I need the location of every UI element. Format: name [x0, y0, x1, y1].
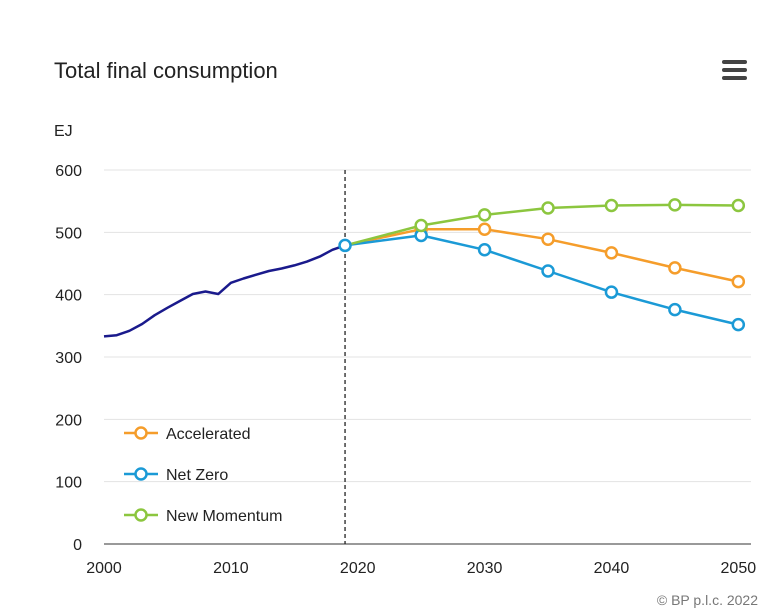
legend-marker: [134, 467, 148, 481]
data-point-accelerated[interactable]: [604, 246, 619, 260]
x-tick-label: 2020: [340, 560, 376, 577]
data-point-net-zero[interactable]: [731, 317, 746, 332]
y-tick-label: 600: [55, 163, 82, 180]
x-tick-label: 2050: [721, 560, 757, 577]
legend-label: Accelerated: [166, 426, 251, 443]
y-axis-label: EJ: [54, 123, 73, 140]
hamburger-menu-icon[interactable]: [722, 60, 748, 82]
y-tick-label: 300: [55, 350, 82, 367]
data-point-accelerated[interactable]: [477, 222, 492, 236]
legend-marker: [134, 508, 148, 522]
data-point-accelerated[interactable]: [668, 261, 682, 275]
data-point-net-zero[interactable]: [668, 302, 682, 317]
data-point-net-zero[interactable]: [338, 238, 352, 253]
legend-item-accelerated[interactable]: Accelerated: [124, 426, 251, 443]
y-tick-label: 200: [55, 412, 82, 429]
legend-item-net-zero[interactable]: Net Zero: [124, 467, 228, 484]
x-tick-label: 2030: [467, 560, 503, 577]
data-point-net-zero[interactable]: [477, 243, 492, 257]
data-point-new-momentum[interactable]: [668, 198, 682, 212]
y-tick-label: 100: [55, 475, 82, 492]
data-point-net-zero[interactable]: [604, 285, 619, 299]
data-point-new-momentum[interactable]: [731, 198, 746, 213]
legend-label: New Momentum: [166, 508, 282, 525]
copyright-credit: © BP p.l.c. 2022: [656, 592, 758, 608]
data-point-net-zero[interactable]: [541, 264, 555, 278]
y-tick-label: 0: [73, 537, 82, 554]
x-tick-label: 2040: [594, 560, 630, 577]
historical-line: [103, 244, 346, 338]
y-tick-label: 500: [55, 225, 82, 242]
data-point-accelerated[interactable]: [541, 232, 555, 246]
data-point-new-momentum[interactable]: [477, 208, 492, 222]
data-point-new-momentum[interactable]: [604, 198, 619, 213]
data-point-new-momentum[interactable]: [541, 201, 555, 215]
legend-marker: [134, 426, 148, 440]
x-tick-label: 2000: [86, 560, 122, 577]
chart-title: Total final consumption: [54, 58, 278, 83]
y-tick-label: 400: [55, 288, 82, 305]
x-tick-label: 2010: [213, 560, 249, 577]
legend-label: Net Zero: [166, 467, 228, 484]
data-point-accelerated[interactable]: [731, 274, 746, 289]
data-point-new-momentum[interactable]: [414, 218, 428, 233]
legend-item-new-momentum[interactable]: New Momentum: [124, 508, 282, 525]
